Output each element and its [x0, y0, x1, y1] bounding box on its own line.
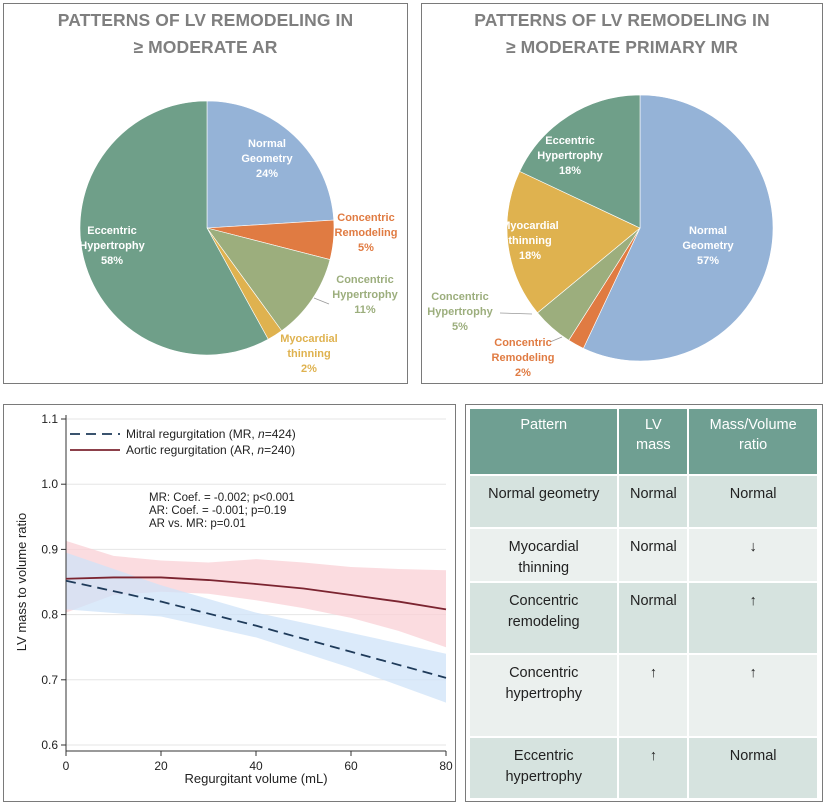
cell-ratio: ↑: [688, 582, 819, 655]
cell-pattern: Concentric hypertrophy: [470, 654, 620, 738]
pie0-label-concentric-hypertrophy: Concentric Hypertrophy 11%: [332, 274, 398, 316]
x-axis-label: Regurgitant volume (mL): [184, 771, 327, 786]
series-line-ar: [65, 576, 447, 611]
stats-annotation: AR vs. MR: p=0.01: [149, 518, 246, 530]
cell-lv-mass: ↑: [618, 654, 690, 738]
ar-pie-title-line2: ≥ MODERATE AR: [133, 37, 278, 57]
x-tick-label: 40: [249, 759, 263, 773]
cell-lv-mass: Normal: [618, 582, 690, 655]
table-header-row: Pattern LV mass Mass/Volume ratio: [470, 409, 819, 476]
header-lv-mass: LV mass: [618, 409, 690, 476]
cell-lv-mass: ↑: [618, 737, 690, 800]
y-tick-label: 0.6: [41, 738, 58, 752]
pie1-label-myocardial-thinning: Myocardial thinning 18%: [501, 220, 558, 262]
header-pattern: Pattern: [470, 409, 620, 476]
mr-pie-chart: Normal Geometry 57% Concentric Remodeling 2%C…: [427, 94, 774, 379]
y-tick-label: 0.7: [41, 673, 58, 687]
cell-pattern: Myocardial thinning: [470, 528, 620, 583]
cell-ratio: ↑: [688, 654, 819, 738]
pie0-label-myocardial-thinning: Myocardial thinning 2%: [280, 333, 337, 375]
ci-band-mr: [66, 552, 446, 703]
pie0-label-concentric-remodeling: Concentric Remodeling 5%: [335, 212, 398, 254]
mr-pie-panel: PATTERNS OF LV REMODELING IN ≥ MODERATE …: [421, 3, 823, 384]
line-chart-panel: 0.6 0.7 0.8 0.9 1.0 1.1 0 20 40 60 80 Regurgitant v…: [3, 404, 456, 802]
remodeling-table: Pattern LV mass Mass/Volume ratio Normal g…: [470, 409, 819, 800]
table-row: Myocardial thinning Normal ↓: [470, 528, 819, 583]
cell-ratio: ↓: [688, 528, 819, 583]
legend-label-ar: Aortic regurgitation (AR, n=240): [126, 443, 295, 457]
pie1-slice-eccentric-hypertrophy: [519, 94, 641, 229]
pie0-label-eccentric-hypertrophy: Eccentric Hypertrophy 58%: [79, 225, 145, 267]
pie1-slice-normal-geometry: [582, 94, 774, 362]
line-chart: 0.6 0.7 0.8 0.9 1.0 1.1 0 20 40 60 80 Regurgitant v…: [14, 412, 453, 786]
y-tick-label: 0.8: [41, 608, 58, 622]
y-tick-label: 1.0: [41, 477, 58, 491]
pie0-leader-line: [313, 297, 330, 305]
remodeling-table-panel: Pattern LV mass Mass/Volume ratio Normal g…: [465, 404, 823, 802]
pie1-label-concentric-remodeling: Concentric Remodeling 2%: [492, 337, 555, 379]
y-tick-label: 0.9: [41, 542, 58, 556]
cell-ratio: Normal: [688, 475, 819, 529]
cell-pattern: Eccentric hypertrophy: [470, 737, 620, 800]
y-tick-label: 1.1: [41, 412, 58, 426]
ar-pie-panel: PATTERNS OF LV REMODELING IN ≥ MODERATE …: [3, 3, 408, 384]
pie1-slice-myocardial-thinning: [506, 170, 641, 314]
cell-lv-mass: Normal: [618, 528, 690, 583]
series-line-mr: [65, 579, 447, 679]
table-row: Normal geometry Normal Normal: [470, 475, 819, 529]
x-tick-label: 0: [63, 759, 70, 773]
header-mass-volume-ratio: Mass/Volume ratio: [688, 409, 819, 476]
ar-pie-title: PATTERNS OF LV REMODELING IN ≥ MODERATE …: [4, 7, 407, 61]
ar-pie-title-line1: PATTERNS OF LV REMODELING IN: [57, 10, 354, 30]
pie0-slice-concentric-hypertrophy: [206, 227, 331, 332]
pie0-slice-eccentric-hypertrophy: [79, 100, 269, 356]
pie1-label-eccentric-hypertrophy: Eccentric Hypertrophy 18%: [537, 135, 603, 177]
table-row: Concentric remodeling Normal ↑: [470, 582, 819, 655]
pie0-label-normal-geometry: Normal Geometry 24%: [241, 138, 293, 180]
cell-pattern: Normal geometry: [470, 475, 620, 529]
stats-annotation: MR: Coef. = -0.002; p<0.001: [149, 492, 295, 504]
cell-ratio: Normal: [688, 737, 819, 800]
cell-pattern: Concentric remodeling: [470, 582, 620, 655]
x-tick-label: 80: [439, 759, 453, 773]
pie0-slice-normal-geometry: [206, 100, 335, 229]
y-axis-label: LV mass to volume ratio: [14, 513, 29, 651]
ci-band-ar: [66, 540, 446, 648]
table-row: Concentric hypertrophy ↑ ↑: [470, 654, 819, 738]
pie1-leader-line: [499, 312, 533, 315]
mr-pie-title: PATTERNS OF LV REMODELING IN ≥ MODERATE …: [422, 7, 822, 61]
pie1-leader-line: [549, 336, 563, 343]
legend-label-mr: Mitral regurgitation (MR, n=424): [126, 427, 296, 441]
x-tick-label: 60: [344, 759, 358, 773]
cell-lv-mass: Normal: [618, 475, 690, 529]
x-tick-label: 20: [154, 759, 168, 773]
ar-pie-chart: Normal Geometry 24% Concentric Remodeling 5% C…: [79, 100, 399, 375]
mr-pie-title-line1: PATTERNS OF LV REMODELING IN: [474, 10, 770, 30]
pie1-label-normal-geometry: Normal Geometry 57%: [682, 225, 734, 267]
table-row: Eccentric hypertrophy ↑ Normal: [470, 737, 819, 800]
mr-pie-title-line2: ≥ MODERATE PRIMARY MR: [505, 37, 739, 57]
stats-annotation: AR: Coef. = -0.001; p=0.19: [149, 505, 286, 517]
pie1-label-concentric-hypertrophy: Concentric Hypertrophy 5%: [427, 291, 493, 333]
